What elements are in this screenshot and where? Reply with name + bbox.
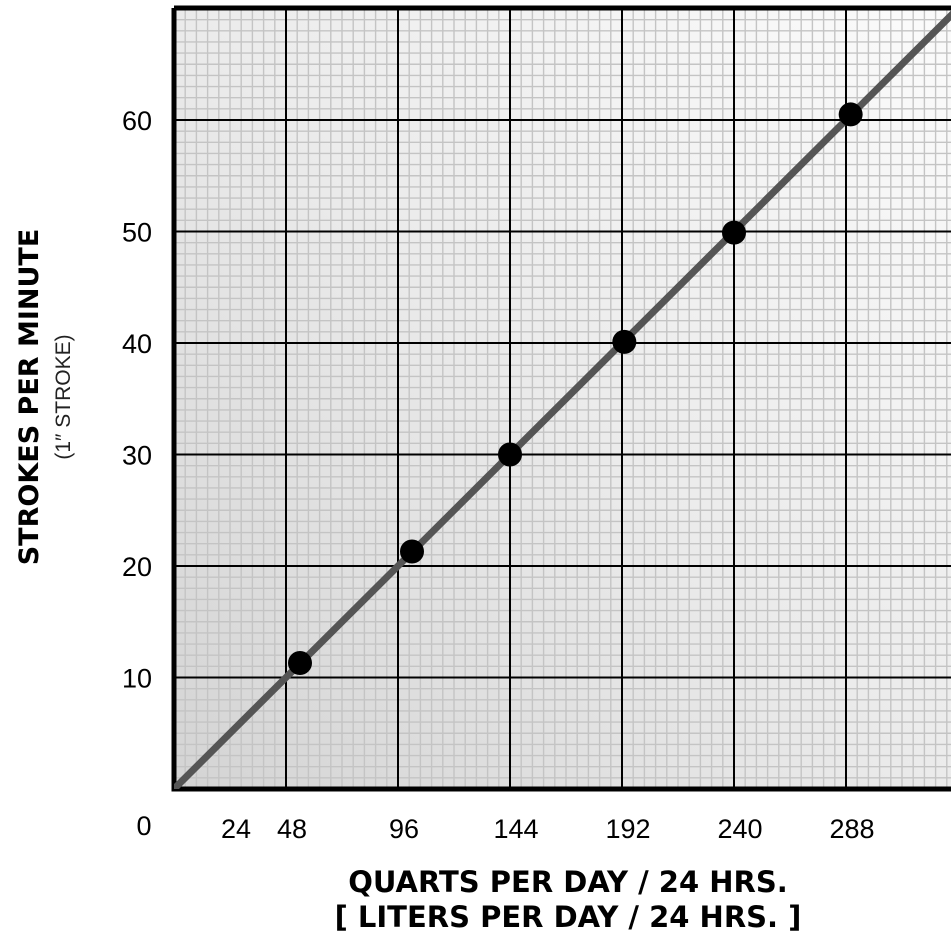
y-tick-labels: 10 20 30 40 50 60 — [122, 106, 152, 694]
x-tick-label: 96 — [389, 814, 419, 844]
y-tick-label: 20 — [122, 552, 152, 582]
y-tick-label: 10 — [122, 664, 152, 694]
data-point — [722, 220, 746, 245]
y-axis-subtitle: (1″ STROKE) — [52, 334, 75, 459]
y-axis-title: STROKES PER MINUTE — [14, 229, 45, 566]
x-tick-label: 144 — [493, 814, 538, 844]
data-point — [498, 442, 522, 467]
y-tick-label: 30 — [122, 441, 152, 471]
x-tick-labels: 24 48 96 144 192 240 288 — [221, 814, 875, 844]
data-point — [288, 651, 312, 676]
x-tick-label: 240 — [717, 814, 762, 844]
origin-label: 0 — [136, 811, 151, 841]
data-point — [400, 539, 424, 564]
y-tick-label: 50 — [122, 218, 152, 248]
x-tick-label: 192 — [605, 814, 650, 844]
x-axis-subtitle: [ LITERS PER DAY / 24 HRS. ] — [335, 900, 802, 934]
data-point — [838, 102, 863, 127]
y-tick-label: 40 — [122, 329, 152, 359]
data-point — [612, 329, 637, 354]
y-tick-label: 60 — [122, 106, 152, 136]
x-tick-label: 288 — [829, 814, 874, 844]
series-layer — [174, 10, 951, 789]
x-tick-label: 24 — [221, 814, 251, 844]
x-axis-title: QUARTS PER DAY / 24 HRS. — [348, 865, 788, 899]
x-tick-label: 48 — [277, 814, 307, 844]
